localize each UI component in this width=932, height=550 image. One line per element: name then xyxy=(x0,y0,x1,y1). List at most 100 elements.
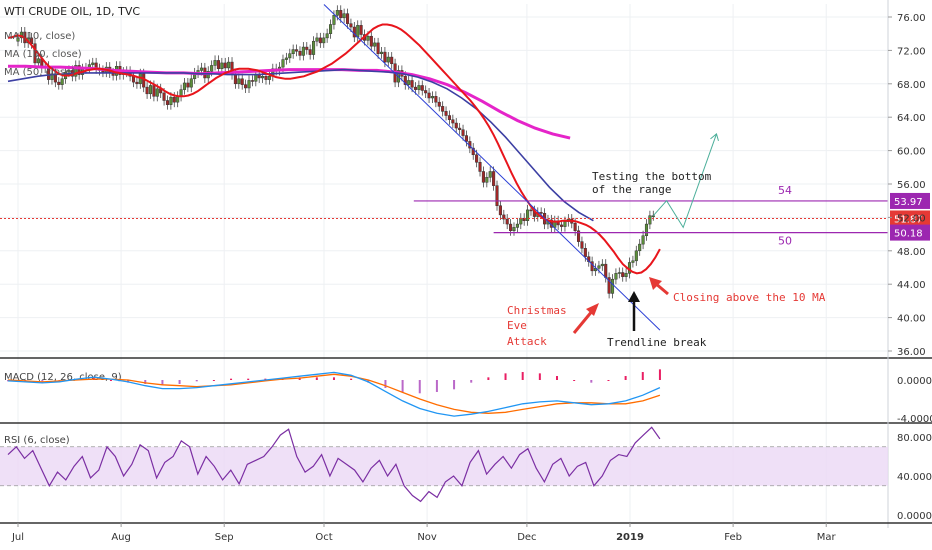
candle xyxy=(600,259,604,271)
candle-body xyxy=(621,272,625,277)
ma100-line xyxy=(7,68,594,222)
candle xyxy=(189,73,193,93)
candle-body xyxy=(335,10,339,16)
candle xyxy=(369,31,373,52)
candle-body xyxy=(383,51,387,63)
macd-hist-bar xyxy=(178,380,181,384)
candle-body xyxy=(624,273,628,277)
candle-body xyxy=(485,177,489,183)
candle-body xyxy=(332,15,336,25)
candle-body xyxy=(325,33,329,39)
candle-body xyxy=(281,59,285,68)
candle xyxy=(179,84,183,102)
candle xyxy=(352,22,356,43)
candle-body xyxy=(407,80,411,85)
candle-body xyxy=(386,56,390,63)
candle-body xyxy=(213,60,217,66)
candle xyxy=(308,44,312,60)
candle-body xyxy=(298,50,302,56)
price-tick-label-5: 56.00 xyxy=(897,180,926,191)
candle-body xyxy=(403,76,407,85)
price-tick-label-6: 52.00 xyxy=(897,213,926,224)
candle-body xyxy=(420,85,424,91)
rsi-label: RSI (6, close) xyxy=(4,435,70,446)
range-label-0: 54 xyxy=(778,184,792,197)
candle xyxy=(502,209,506,225)
candle-body xyxy=(322,37,326,44)
candle xyxy=(342,8,346,23)
candle-body xyxy=(597,265,601,269)
candle xyxy=(60,73,64,90)
candle xyxy=(607,272,611,299)
candle xyxy=(437,97,441,112)
candle-body xyxy=(67,70,71,73)
macd-tick-label-1: -4.0000 xyxy=(897,414,932,425)
macd-hist-bar xyxy=(161,380,164,386)
main-legend: WTI CRUDE OIL, 1D, TVC MA (10, close) MA… xyxy=(4,5,140,78)
candle xyxy=(74,60,78,82)
candle xyxy=(271,63,275,82)
price-tick-label-3: 64.00 xyxy=(897,113,926,124)
macd-hist-bar xyxy=(470,380,473,383)
candle-body xyxy=(610,278,615,294)
candle xyxy=(379,47,384,59)
macd-hist-bar xyxy=(230,378,233,380)
candle-body xyxy=(264,76,268,80)
candle xyxy=(614,268,618,285)
annotation-christmas-line2: Eve xyxy=(507,319,527,332)
candle xyxy=(590,256,594,276)
candle xyxy=(250,75,254,87)
candle-body xyxy=(223,62,227,69)
candle-body xyxy=(315,37,319,42)
candle-body xyxy=(60,78,64,85)
candle-body xyxy=(237,78,241,85)
candle xyxy=(77,60,81,80)
candle-body xyxy=(427,92,431,99)
candle xyxy=(50,68,54,85)
candle xyxy=(526,204,530,226)
candle xyxy=(237,73,241,89)
candle-body xyxy=(526,209,530,221)
candle xyxy=(417,80,421,95)
candle xyxy=(434,91,438,108)
rsi-panel: RSI (6, close) 80.0000 40.0000 0.0000 xyxy=(0,426,932,522)
candle-body xyxy=(583,248,587,257)
candle-body xyxy=(631,260,635,263)
candle-body xyxy=(186,82,190,88)
candle-body xyxy=(182,82,187,90)
candle-body xyxy=(614,273,618,280)
rsi-line xyxy=(7,426,661,503)
candle-body xyxy=(349,23,353,28)
macd-tick-label-0: 0.0000 xyxy=(897,376,932,387)
candle xyxy=(641,230,645,250)
candle-body xyxy=(617,272,621,274)
candle xyxy=(512,222,516,236)
candle-body xyxy=(210,65,214,72)
candle xyxy=(509,219,513,236)
break-arrow-head xyxy=(628,291,640,302)
range-label-1: 50 xyxy=(778,235,792,248)
macd-hist-bar xyxy=(315,377,318,380)
candle-body xyxy=(295,49,299,52)
price-tick-label-9: 40.00 xyxy=(897,314,926,325)
macd-panel: MACD (12, 26, close, 9) 0.0000 -4.0000 xyxy=(4,369,932,425)
candle-body xyxy=(74,65,78,77)
macd-label: MACD (12, 26, close, 9) xyxy=(4,372,122,383)
christmas-arrow-head xyxy=(586,303,599,316)
macd-hist-bar xyxy=(658,369,661,380)
candle xyxy=(498,200,502,220)
candle xyxy=(345,8,350,29)
candle-body xyxy=(244,84,248,89)
candle-body xyxy=(155,88,159,97)
candle-body xyxy=(240,78,244,85)
candle xyxy=(407,75,411,90)
candle xyxy=(145,82,149,99)
candle-body xyxy=(580,241,584,249)
candle-body xyxy=(471,147,475,156)
candle xyxy=(485,172,489,188)
macd-hist-bar xyxy=(435,380,438,392)
candle xyxy=(186,77,190,93)
candle-body xyxy=(267,76,271,80)
candle xyxy=(339,5,343,23)
